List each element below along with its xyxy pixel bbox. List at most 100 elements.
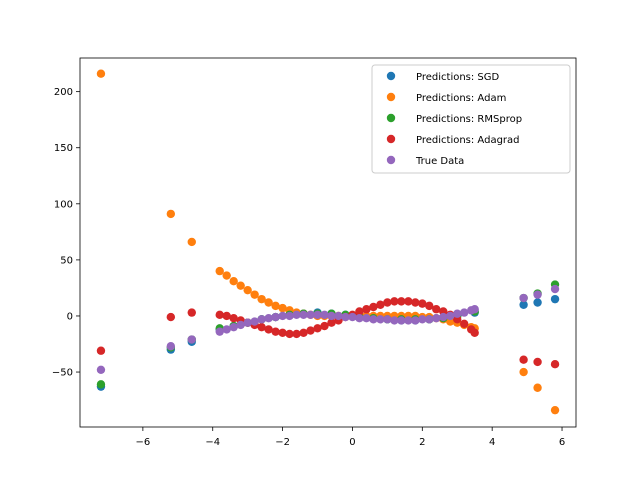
data-point — [222, 311, 231, 321]
data-point — [334, 311, 343, 321]
legend-box — [371, 64, 571, 174]
data-point — [166, 342, 176, 351]
axes-frame — [79, 57, 577, 428]
data-point — [383, 298, 392, 307]
data-point — [250, 290, 259, 299]
data-point — [425, 315, 434, 324]
data-point — [519, 293, 528, 303]
data-point — [264, 314, 273, 323]
data-point — [533, 290, 542, 299]
data-point — [96, 365, 106, 374]
y-tick-label: 200 — [54, 87, 73, 98]
data-point — [187, 308, 196, 317]
data-point — [327, 311, 336, 321]
x-tick-label: −6 — [135, 437, 150, 448]
data-point — [257, 322, 266, 332]
data-point — [432, 305, 441, 314]
legend-marker — [386, 71, 396, 81]
data-point — [533, 357, 542, 367]
data-point — [411, 298, 420, 307]
data-point — [376, 300, 385, 309]
data-point — [411, 316, 420, 325]
data-point — [397, 297, 406, 306]
data-point — [470, 305, 479, 314]
data-point — [327, 318, 336, 327]
legend-label: Predictions: SGD — [416, 72, 500, 83]
data-point — [229, 322, 238, 332]
data-point — [292, 310, 301, 320]
data-point — [306, 326, 315, 335]
data-point — [369, 302, 378, 312]
data-point — [278, 328, 287, 337]
data-point — [355, 314, 364, 323]
x-tick-label: 0 — [349, 437, 355, 448]
data-point — [271, 301, 280, 311]
data-point — [299, 328, 308, 337]
data-point — [519, 300, 528, 309]
data-point — [460, 308, 469, 317]
legend-marker — [386, 113, 396, 123]
data-point — [418, 299, 427, 308]
data-point — [446, 311, 455, 321]
data-point — [229, 314, 238, 323]
data-point — [460, 319, 469, 329]
data-point — [313, 310, 322, 320]
data-point — [425, 301, 434, 311]
data-point — [519, 355, 528, 364]
legend-marker — [386, 155, 396, 165]
y-tick-label: −50 — [52, 368, 73, 379]
data-point — [341, 312, 350, 322]
data-point — [519, 367, 528, 377]
data-point — [215, 310, 224, 320]
data-point — [550, 359, 560, 369]
data-point — [369, 315, 378, 324]
data-point — [470, 328, 479, 337]
legend-label: Predictions: Adagrad — [416, 135, 520, 146]
data-point — [355, 307, 364, 316]
data-point — [229, 276, 238, 286]
data-point — [376, 315, 385, 324]
data-point — [236, 281, 245, 290]
data-point — [187, 237, 196, 247]
data-point — [453, 309, 462, 318]
x-tick-label: −4 — [205, 437, 220, 448]
data-point — [390, 316, 399, 325]
data-point — [264, 325, 273, 334]
data-point — [299, 310, 308, 320]
data-point — [96, 380, 106, 389]
data-point — [257, 294, 266, 304]
legend-label: Predictions: Adam — [416, 93, 506, 104]
data-point — [257, 315, 266, 324]
data-point — [432, 314, 441, 323]
data-point — [320, 321, 329, 331]
data-point — [250, 317, 259, 326]
data-point — [320, 310, 329, 320]
data-point — [285, 311, 294, 321]
y-tick-label: 100 — [54, 199, 73, 210]
data-point — [550, 405, 560, 415]
data-point — [278, 311, 287, 321]
y-tick-label: 50 — [60, 255, 73, 266]
data-point — [306, 310, 315, 320]
y-tick-label: 0 — [67, 311, 73, 322]
legend-label: Predictions: RMSprop — [416, 114, 522, 125]
x-tick-label: 6 — [559, 437, 565, 448]
data-point — [271, 327, 280, 336]
series-4 — [96, 284, 560, 374]
legend: Predictions: SGD Predictions: Adam Predict… — [371, 64, 571, 174]
data-point — [271, 312, 280, 322]
data-point — [533, 383, 542, 392]
data-point — [278, 303, 287, 313]
x-tick-label: 4 — [489, 437, 495, 448]
axes: −6 −4 −2 0 2 4 6 −50 0 50 100 150 200 — [52, 57, 577, 448]
data-point — [550, 294, 560, 304]
data-point — [96, 346, 106, 355]
data-point — [404, 316, 413, 325]
legend-marker — [386, 134, 396, 144]
data-point — [187, 335, 196, 344]
data-point — [348, 312, 357, 322]
legend-marker — [386, 92, 396, 102]
data-point — [264, 298, 273, 307]
data-point — [166, 312, 176, 322]
